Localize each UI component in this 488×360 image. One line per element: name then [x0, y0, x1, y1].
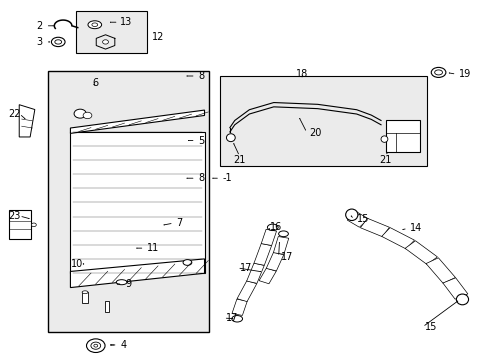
Polygon shape [360, 218, 388, 237]
Text: 15: 15 [424, 322, 436, 332]
Polygon shape [246, 263, 264, 283]
Text: 3: 3 [36, 37, 42, 47]
Ellipse shape [83, 112, 92, 119]
Polygon shape [404, 241, 436, 265]
Polygon shape [442, 278, 467, 299]
Text: 7: 7 [176, 218, 182, 228]
Text: 8: 8 [198, 71, 204, 81]
Polygon shape [231, 299, 247, 315]
Text: 17: 17 [225, 313, 238, 323]
Text: 20: 20 [309, 129, 321, 138]
Ellipse shape [102, 40, 108, 44]
Ellipse shape [92, 23, 98, 27]
Ellipse shape [455, 294, 468, 305]
Bar [220, 76, 427, 166]
Polygon shape [253, 243, 271, 265]
Text: 8: 8 [198, 173, 204, 183]
Text: 15: 15 [356, 215, 368, 224]
Bar [70, 132, 204, 273]
Ellipse shape [55, 40, 61, 44]
Ellipse shape [88, 21, 102, 29]
Bar [385, 120, 419, 152]
Ellipse shape [94, 344, 98, 347]
Text: 21: 21 [233, 155, 245, 165]
Polygon shape [261, 229, 276, 246]
Ellipse shape [345, 209, 357, 221]
Bar [48, 71, 209, 332]
Polygon shape [346, 212, 368, 227]
Text: 13: 13 [120, 17, 132, 27]
Polygon shape [381, 228, 414, 249]
Text: 23: 23 [8, 211, 20, 221]
Ellipse shape [267, 224, 278, 230]
Text: 10: 10 [71, 259, 83, 269]
Polygon shape [70, 259, 204, 288]
Bar [76, 12, 147, 53]
Ellipse shape [51, 37, 65, 46]
Ellipse shape [82, 291, 88, 294]
Ellipse shape [91, 342, 101, 349]
Ellipse shape [430, 67, 445, 77]
Ellipse shape [278, 231, 288, 237]
Text: 5: 5 [198, 136, 204, 145]
Polygon shape [259, 268, 276, 284]
Ellipse shape [183, 260, 191, 265]
Polygon shape [70, 110, 204, 134]
Ellipse shape [380, 136, 387, 142]
Bar [82, 292, 88, 303]
Text: 19: 19 [458, 69, 470, 79]
Text: 11: 11 [147, 243, 159, 253]
Polygon shape [425, 258, 454, 283]
Polygon shape [19, 105, 35, 137]
Ellipse shape [226, 134, 235, 141]
Text: 9: 9 [125, 279, 131, 289]
Ellipse shape [31, 223, 36, 226]
Text: 14: 14 [409, 224, 422, 233]
Text: 12: 12 [152, 32, 164, 41]
Text: 17: 17 [281, 252, 293, 262]
Bar [9, 211, 31, 239]
Text: -1: -1 [222, 173, 232, 183]
Polygon shape [265, 252, 283, 271]
Text: 22: 22 [8, 109, 20, 119]
Text: 21: 21 [379, 155, 391, 165]
Polygon shape [273, 237, 288, 255]
Ellipse shape [74, 109, 86, 118]
Text: 17: 17 [239, 263, 251, 273]
Ellipse shape [434, 70, 442, 75]
Ellipse shape [116, 280, 127, 285]
Text: 4: 4 [120, 340, 126, 350]
Text: 6: 6 [93, 78, 99, 88]
Text: 2: 2 [36, 21, 42, 31]
Ellipse shape [86, 339, 105, 352]
Ellipse shape [231, 316, 242, 322]
Text: 18: 18 [295, 69, 307, 79]
Text: 16: 16 [270, 222, 282, 231]
Bar [104, 301, 109, 312]
Polygon shape [237, 281, 256, 302]
